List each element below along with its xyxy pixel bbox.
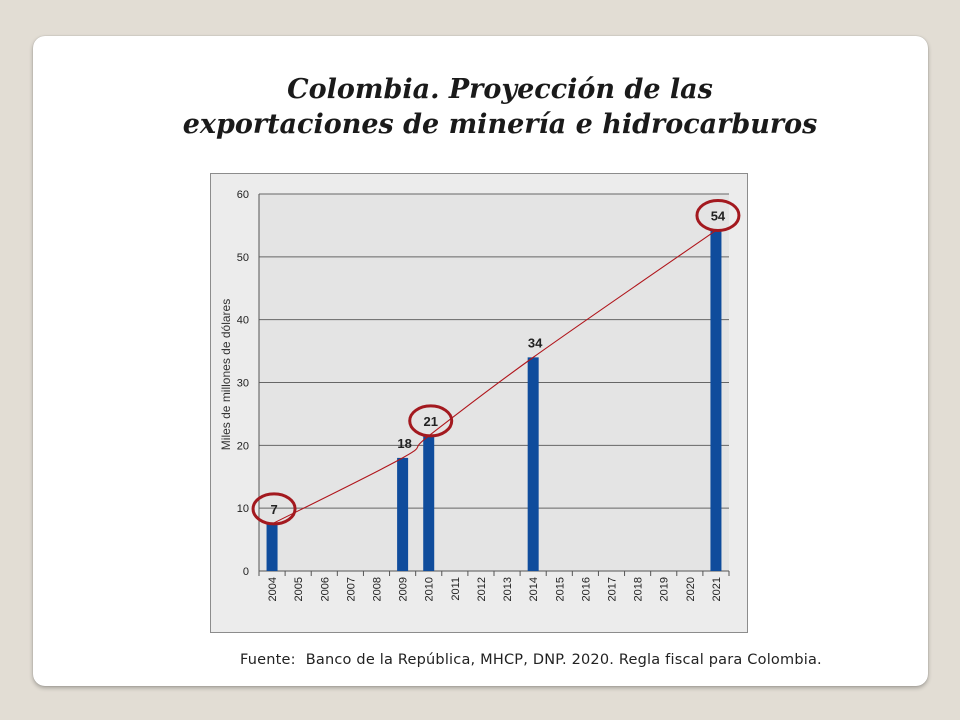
source-note: Fuente: Banco de la República, MHCP, DNP.… — [240, 652, 832, 668]
x-tick-label: 2008 — [372, 577, 384, 601]
y-tick-label: 20 — [237, 440, 249, 452]
source-label: Fuente: — [240, 652, 296, 668]
y-tick-label: 0 — [243, 566, 249, 578]
data-label: 54 — [711, 208, 726, 223]
highlight-circle — [251, 492, 297, 526]
bar — [397, 457, 409, 571]
x-tick-label: 2015 — [554, 577, 566, 601]
y-tick-label: 60 — [237, 189, 249, 201]
data-label: 18 — [397, 436, 411, 451]
trend-line — [271, 229, 717, 525]
data-label: 21 — [423, 414, 437, 429]
bar — [266, 523, 278, 571]
bar-chart: 0 10 20 30 40 50 60 2004 2005 2006 2007 2008 2009 201… — [219, 189, 741, 601]
y-tick-label: 10 — [237, 503, 249, 515]
source-text: Banco de la República, MHCP, DNP. 2020. … — [305, 652, 822, 668]
x-tick-label: 2021 — [711, 577, 723, 601]
x-tick-label: 2020 — [685, 577, 697, 601]
x-tick-label: 2006 — [319, 577, 331, 601]
x-tick-label: 2019 — [659, 577, 671, 601]
y-tick-label: 30 — [237, 378, 249, 390]
x-tick-label: 2004 — [267, 577, 279, 601]
y-tick-label: 50 — [237, 252, 249, 264]
bar — [423, 435, 435, 571]
x-tick-label: 2009 — [398, 577, 410, 601]
bar — [710, 230, 722, 571]
x-tick-label: 2017 — [607, 577, 619, 601]
slide-title: Colombia. Proyección de las exportacione… — [0, 72, 960, 142]
x-tick-label: 2011 — [450, 577, 462, 601]
x-tick-label: 2013 — [502, 577, 514, 601]
bar — [527, 357, 539, 571]
title-line-1: Colombia. Proyección de las — [287, 74, 713, 105]
x-tick-label: 2010 — [424, 577, 436, 601]
y-tick-label: 40 — [237, 315, 249, 327]
y-axis-title: Miles de millones de dólares — [219, 299, 233, 450]
data-label: 34 — [528, 335, 543, 350]
x-tick-label: 2005 — [293, 577, 305, 601]
x-tick-label: 2016 — [580, 577, 592, 601]
x-tick-label: 2012 — [476, 577, 488, 601]
highlight-circle — [408, 404, 454, 438]
x-tick-label: 2007 — [345, 577, 357, 601]
data-label: 7 — [270, 502, 277, 517]
x-tick-label: 2014 — [528, 577, 540, 601]
title-line-2: exportaciones de minería e hidrocarburos — [182, 109, 818, 140]
x-tick-label: 2018 — [633, 577, 645, 601]
chart-container: 0 10 20 30 40 50 60 2004 2005 2006 2007 2008 2009 201… — [210, 173, 748, 633]
highlight-circle — [695, 198, 741, 232]
